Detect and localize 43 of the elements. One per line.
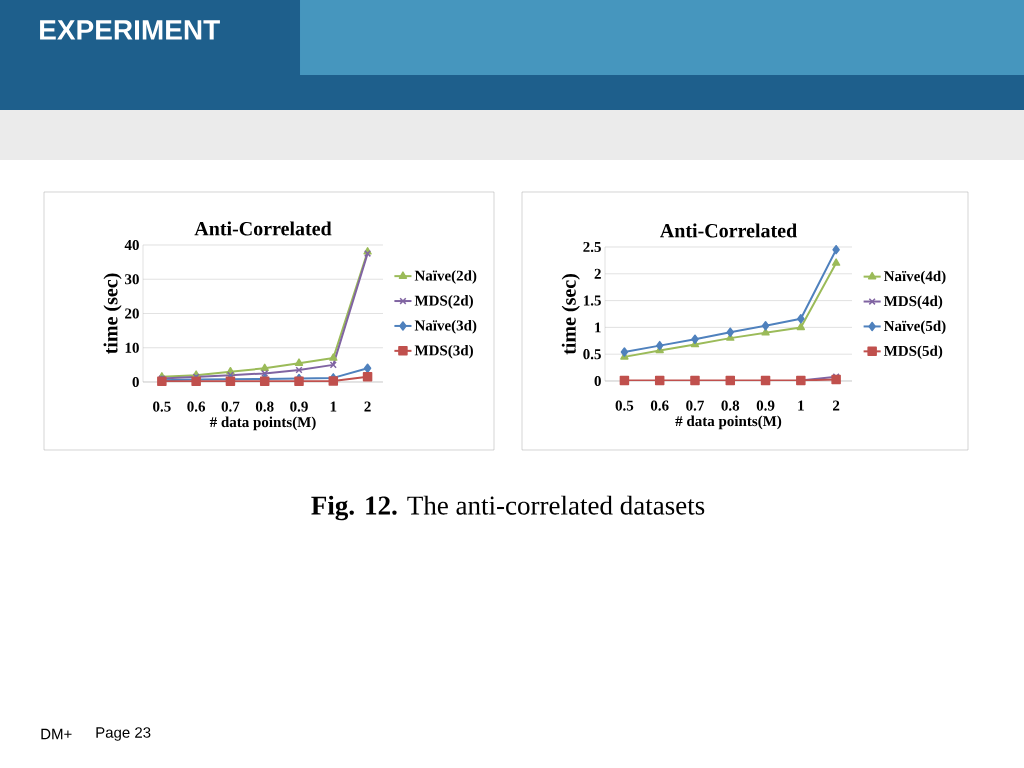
legend-label: MDS(5d) — [883, 345, 943, 360]
x-axis-title: # data points(M) — [209, 416, 316, 431]
x-tick-label: 0.5 — [153, 401, 171, 412]
x-axis-title: # data points(M) — [675, 415, 782, 430]
x-tick-label: 0.8 — [255, 401, 274, 412]
chart-title: Anti-Correlated — [194, 221, 332, 236]
legend-label: MDS(3d) — [414, 344, 473, 359]
y-tick-label: 2.5 — [583, 241, 601, 253]
x-tick-label: 0.6 — [187, 401, 206, 412]
text: Page 23 — [96, 727, 151, 741]
x-tick-label: 0.9 — [756, 400, 775, 411]
x-tick-label: 0.9 — [290, 401, 308, 412]
legend-label: Naïve(3d) — [414, 320, 477, 334]
legend-label: Naïve(4d) — [883, 270, 946, 285]
x-tick-label: 2 — [833, 400, 840, 411]
y-tick-label: 1 — [595, 322, 601, 333]
legend-label: Naïve(5d) — [883, 320, 946, 335]
y-tick-label: 0.5 — [583, 349, 601, 360]
y-tick-label: 20 — [125, 308, 139, 319]
y-tick-label: 0 — [594, 375, 601, 387]
legend-label: MDS(4d) — [883, 295, 943, 310]
y-axis-title: time (sec) — [103, 273, 122, 354]
text: EXPERIMENT — [40, 20, 220, 40]
y-tick-label: 30 — [125, 274, 139, 285]
chart-title: Anti-Correlated — [660, 223, 797, 238]
text: Fig. 12. The anti-correlated datasets — [311, 495, 705, 521]
y-tick-label: 10 — [125, 342, 139, 353]
x-tick-label: 0.5 — [615, 400, 634, 411]
x-tick-label: 0.8 — [721, 400, 740, 411]
x-tick-label: 2 — [364, 401, 371, 412]
x-tick-label: 0.7 — [221, 401, 240, 412]
y-tick-label: 2 — [594, 268, 601, 279]
x-tick-label: 1 — [330, 401, 337, 412]
x-tick-label: 1 — [798, 400, 804, 411]
y-tick-label: 0 — [132, 376, 139, 388]
text: DM+ — [41, 728, 72, 740]
legend-label: Naïve(2d) — [414, 270, 477, 284]
y-axis-title: time (sec) — [561, 274, 580, 355]
y-tick-label: 40 — [124, 239, 139, 251]
y-tick-label: 1.5 — [583, 295, 601, 306]
x-tick-label: 0.6 — [650, 400, 669, 411]
x-tick-label: 0.7 — [686, 400, 704, 411]
legend-label: MDS(2d) — [414, 295, 473, 309]
